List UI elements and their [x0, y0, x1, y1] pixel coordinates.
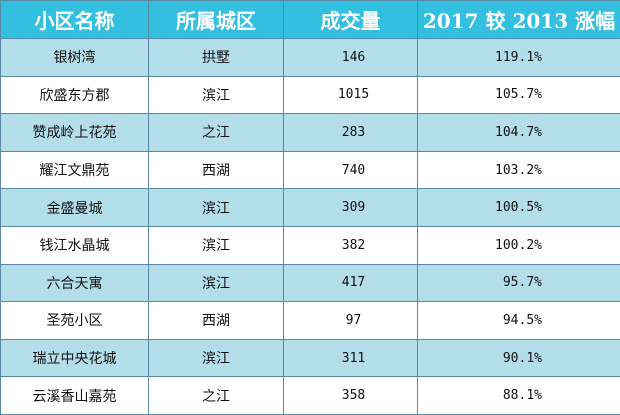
table-row: 六合天寓 滨江 417 95.7% [0, 263, 620, 303]
table-row: 金盛曼城 滨江 309 100.5% [0, 188, 620, 227]
cell-volume: 382 [283, 225, 418, 265]
header-cell-district: 所属城区 [148, 0, 284, 39]
cell-name: 圣苑小区 [0, 301, 149, 340]
cell-volume: 146 [283, 38, 418, 77]
cell-name: 欣盛东方郡 [0, 75, 149, 115]
cell-growth: 88.1% [417, 376, 620, 415]
table-row: 圣苑小区 西湖 97 94.5% [0, 301, 620, 340]
table-row: 云溪香山嘉苑 之江 358 88.1% [0, 376, 620, 415]
table-row: 耀江文鼎苑 西湖 740 103.2% [0, 150, 620, 190]
cell-name: 六合天寓 [0, 263, 149, 303]
cell-volume: 1015 [283, 75, 418, 115]
cell-volume: 358 [283, 376, 418, 415]
table-row: 银树湾 拱墅 146 119.1% [0, 38, 620, 77]
table-row: 赞成岭上花苑 之江 283 104.7% [0, 113, 620, 152]
cell-name: 银树湾 [0, 38, 149, 77]
cell-name: 金盛曼城 [0, 188, 149, 227]
cell-volume: 740 [283, 150, 418, 190]
cell-district: 西湖 [148, 301, 284, 340]
cell-volume: 309 [283, 188, 418, 227]
table-row: 欣盛东方郡 滨江 1015 105.7% [0, 75, 620, 115]
table-row: 瑞立中央花城 滨江 311 90.1% [0, 338, 620, 378]
table-body: 银树湾 拱墅 146 119.1% 欣盛东方郡 滨江 1015 105.7% 赞成岭上花苑 之江 2… [0, 38, 620, 415]
cell-name: 赞成岭上花苑 [0, 113, 149, 152]
cell-district: 之江 [148, 113, 284, 152]
cell-volume: 311 [283, 338, 418, 378]
cell-district: 之江 [148, 376, 284, 415]
cell-growth: 90.1% [417, 338, 620, 378]
cell-growth: 95.7% [417, 263, 620, 303]
header-cell-growth: 2017 较 2013 涨幅 [417, 0, 620, 39]
cell-growth: 119.1% [417, 38, 620, 77]
cell-district: 滨江 [148, 188, 284, 227]
cell-district: 滨江 [148, 263, 284, 303]
cell-name: 瑞立中央花城 [0, 338, 149, 378]
header-row: 小区名称 所属城区 成交量 2017 较 2013 涨幅 [0, 0, 620, 39]
header-cell-volume: 成交量 [283, 0, 418, 39]
cell-volume: 97 [283, 301, 418, 340]
cell-growth: 100.2% [417, 225, 620, 265]
cell-growth: 100.5% [417, 188, 620, 227]
cell-district: 滨江 [148, 225, 284, 265]
cell-growth: 103.2% [417, 150, 620, 190]
header-cell-name: 小区名称 [0, 0, 149, 39]
cell-growth: 104.7% [417, 113, 620, 152]
table-row: 钱江水晶城 滨江 382 100.2% [0, 225, 620, 265]
cell-volume: 283 [283, 113, 418, 152]
cell-district: 滨江 [148, 75, 284, 115]
cell-district: 西湖 [148, 150, 284, 190]
cell-district: 滨江 [148, 338, 284, 378]
cell-district: 拱墅 [148, 38, 284, 77]
cell-name: 耀江文鼎苑 [0, 150, 149, 190]
cell-growth: 94.5% [417, 301, 620, 340]
table-header: 小区名称 所属城区 成交量 2017 较 2013 涨幅 [0, 0, 620, 39]
cell-growth: 105.7% [417, 75, 620, 115]
cell-name: 钱江水晶城 [0, 225, 149, 265]
cell-volume: 417 [283, 263, 418, 303]
cell-name: 云溪香山嘉苑 [0, 376, 149, 415]
